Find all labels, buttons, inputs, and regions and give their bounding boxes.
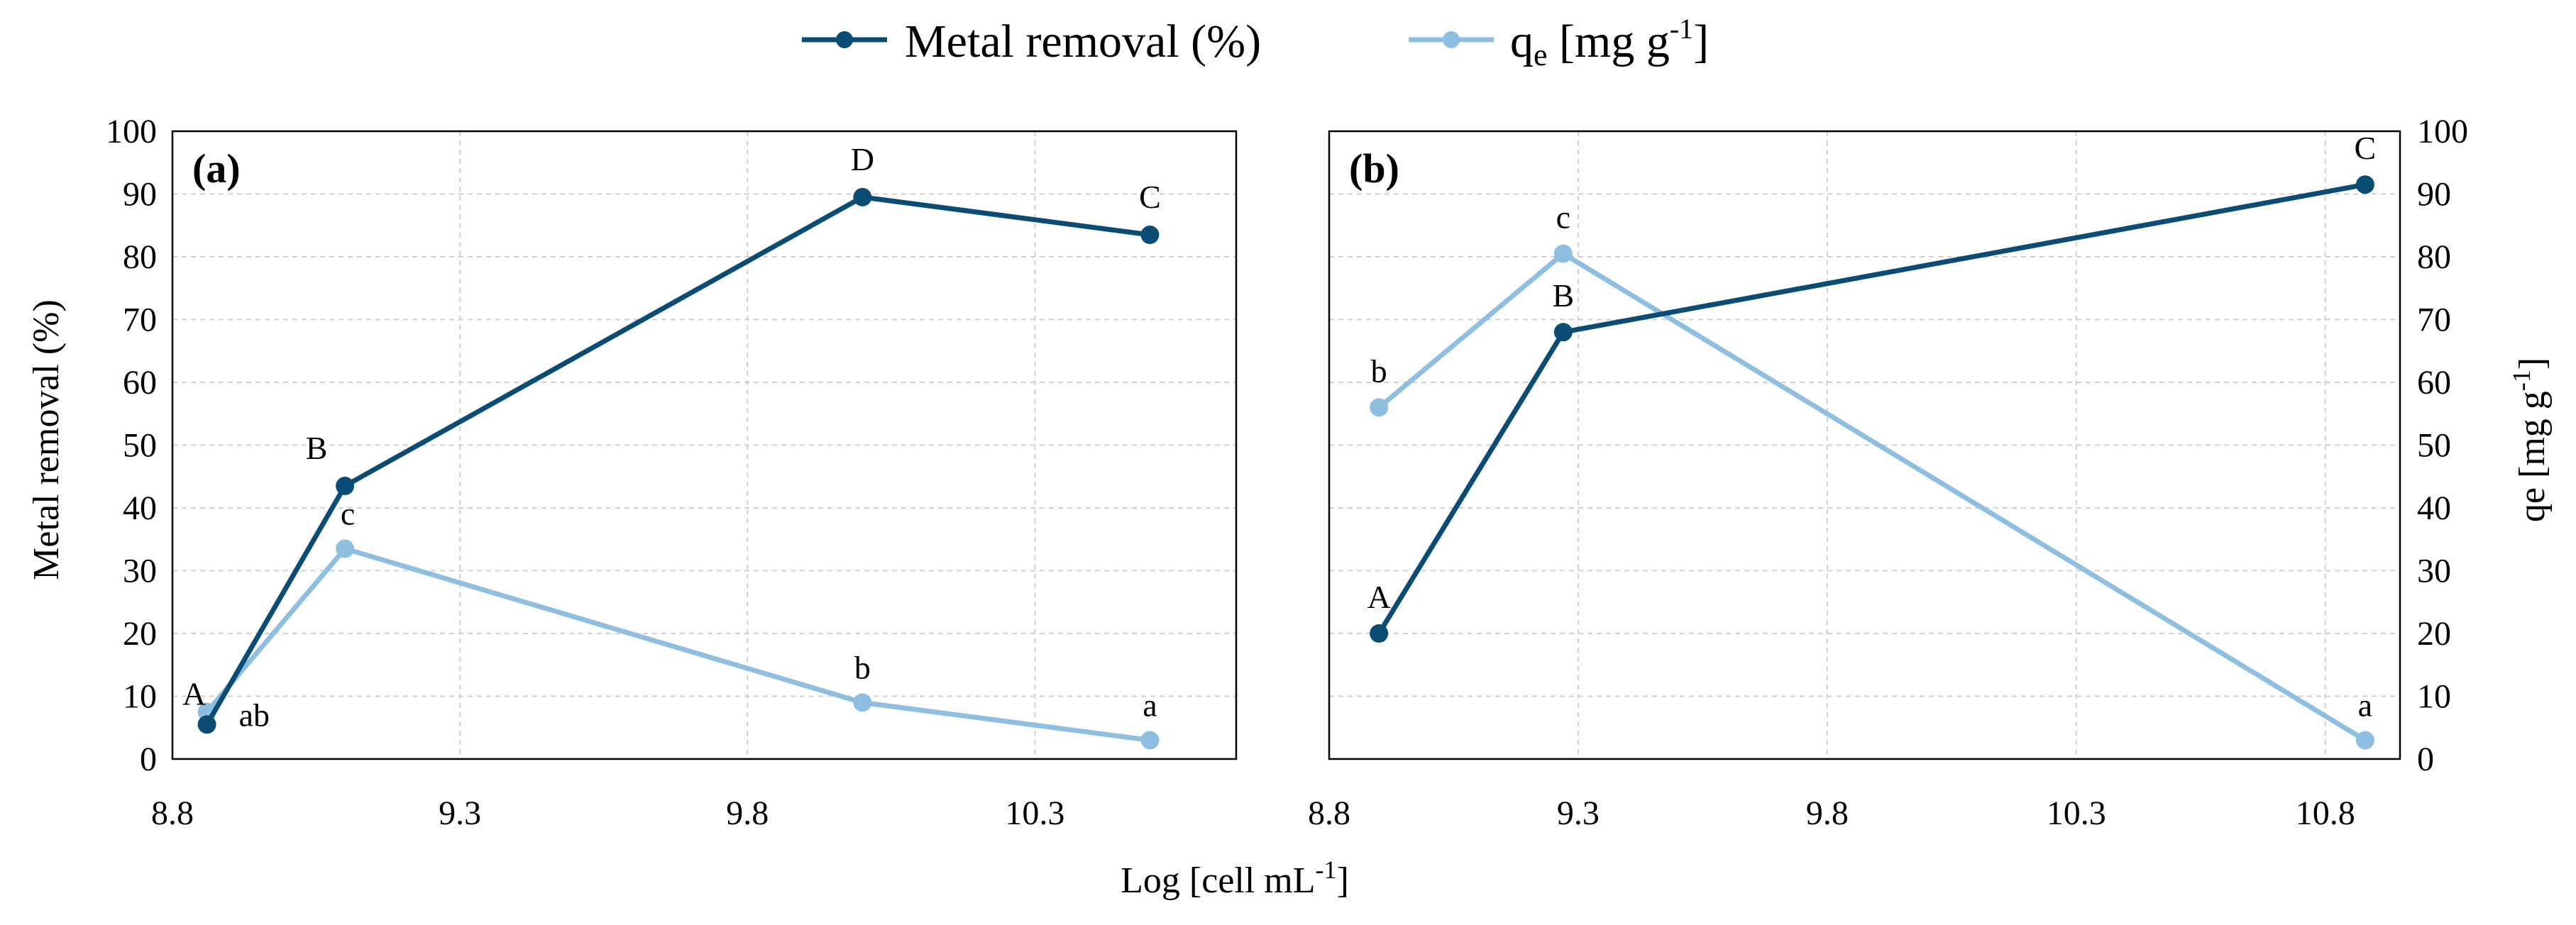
y-tick-label: 60 — [123, 364, 157, 401]
x-tick-label: 9.3 — [1557, 794, 1600, 832]
x-tick-label: 8.8 — [1308, 794, 1350, 832]
y-tick-label: 40 — [123, 489, 157, 527]
data-point-qe — [1140, 731, 1160, 750]
x-tick-label: 9.3 — [439, 794, 481, 832]
y-tick-label: 50 — [123, 427, 157, 465]
series-line-qe — [1377, 251, 2367, 743]
annotation-metal-letter: C — [2355, 130, 2377, 166]
annotation-qe-letter: a — [1143, 687, 1157, 723]
y-tick-label: 100 — [106, 113, 157, 150]
annotation-qe-letter: a — [2358, 687, 2372, 723]
data-point-metal-removal — [1553, 323, 1573, 342]
data-point-qe — [853, 693, 872, 712]
y-tick-label: 0 — [2417, 741, 2434, 778]
plot-frame — [1328, 130, 2401, 760]
y-tick-label: 80 — [2417, 238, 2451, 276]
annotation-qe-letter: b — [854, 649, 871, 685]
y-tick-label: 40 — [2417, 489, 2451, 527]
y-tick-label: 90 — [2417, 176, 2451, 214]
annotation-qe-letter: ab — [239, 697, 270, 733]
y-tick-label: 50 — [2417, 427, 2451, 465]
x-tick-label: 8.8 — [151, 794, 194, 832]
series-line-qe — [204, 546, 1150, 743]
annotation-metal-letter: C — [1139, 179, 1161, 215]
legend: Metal removal (%) qe [mg g-1] — [802, 13, 1709, 72]
data-point-metal-removal — [197, 715, 216, 734]
y-tick-label: 70 — [2417, 301, 2451, 339]
data-point-qe — [2355, 731, 2374, 750]
y-tick-label: 80 — [123, 238, 157, 276]
x-tick-label: 10.3 — [1005, 794, 1064, 832]
data-point-metal-removal — [853, 187, 872, 206]
y-tick-label: 70 — [123, 301, 157, 339]
legend-qe-marker — [1443, 31, 1460, 48]
data-point-metal-removal — [2355, 175, 2374, 194]
y-tick-label: 0 — [140, 741, 157, 778]
y-tick-label: 90 — [123, 176, 157, 214]
data-point-metal-removal — [1370, 624, 1389, 643]
annotation-qe-letter: c — [341, 496, 355, 532]
y-axis-left-title: Metal removal (%) — [26, 299, 67, 580]
y-tick-label: 100 — [2417, 113, 2468, 150]
legend-qe-label: qe [mg g-1] — [1510, 13, 1709, 72]
x-axis-title: Log [cell mL-1] — [1121, 855, 1349, 901]
annotation-qe-letter: c — [1556, 199, 1570, 236]
x-tick-label: 10.8 — [2296, 794, 2355, 832]
series-line-metal-removal — [204, 194, 1150, 726]
data-point-metal-removal — [336, 477, 355, 496]
y-tick-label: 30 — [2417, 553, 2451, 590]
panel-b: 0 10 20 30 40 50 60 70 80 90 100 8.8 9.3 9.8 10.3 10.8 A… — [1308, 113, 2468, 832]
legend-metal-marker — [836, 31, 853, 48]
series-line-metal-removal — [1377, 182, 2366, 635]
panel-label: (a) — [192, 145, 241, 192]
panel-a: 0 10 20 30 40 50 60 70 80 90 100 8.8 9.3 9.8 10.3 A B D Ca… — [106, 113, 1238, 832]
y-tick-label: 20 — [2417, 615, 2451, 653]
data-point-qe — [1553, 244, 1573, 263]
annotation-metal-letter: A — [182, 675, 206, 711]
y-tick-label: 10 — [2417, 678, 2451, 716]
annotation-metal-letter: B — [306, 430, 328, 466]
x-tick-label: 9.8 — [726, 794, 769, 832]
y-tick-label: 20 — [123, 615, 157, 653]
y-tick-label: 60 — [2417, 364, 2451, 401]
annotation-qe-letter: b — [1371, 353, 1387, 389]
data-point-qe — [1370, 398, 1389, 417]
y-axis-right-title: qe [mg g-1] — [2507, 358, 2553, 522]
data-point-qe — [336, 539, 355, 558]
annotation-metal-letter: D — [851, 141, 874, 177]
data-point-metal-removal — [1140, 226, 1160, 245]
y-tick-label: 30 — [123, 553, 157, 590]
panel-label: (b) — [1349, 145, 1399, 192]
y-tick-label: 10 — [123, 678, 157, 716]
annotation-metal-letter: B — [1553, 277, 1575, 314]
annotation-metal-letter: A — [1367, 579, 1391, 615]
x-tick-label: 9.8 — [1806, 794, 1849, 832]
x-tick-label: 10.3 — [2047, 794, 2106, 832]
plot-frame — [171, 130, 1238, 760]
legend-metal-label: Metal removal (%) — [905, 16, 1261, 67]
